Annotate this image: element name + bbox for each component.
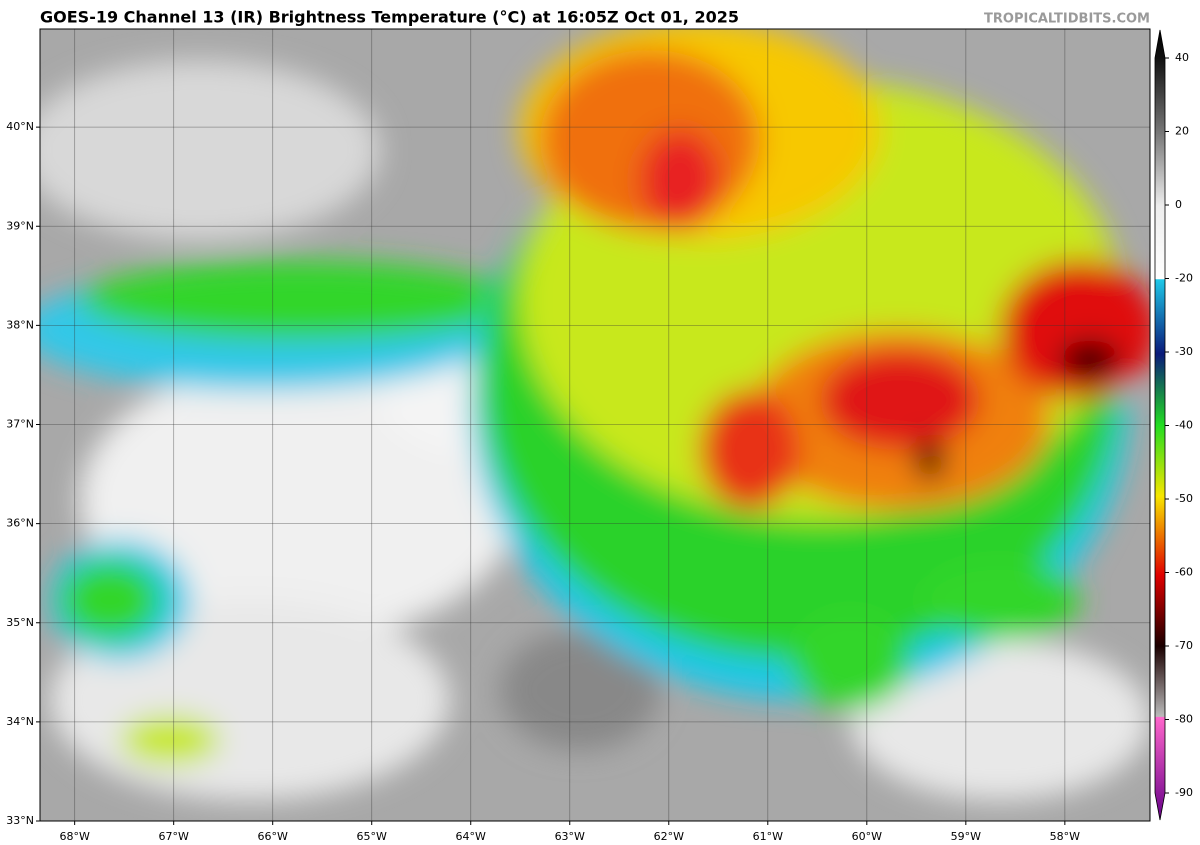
- x-tick-label: 66°W: [258, 830, 288, 843]
- y-tick-label: 34°N: [6, 715, 34, 728]
- satellite-image: [40, 29, 1150, 821]
- x-tick-label: 68°W: [59, 830, 89, 843]
- y-tick-label: 40°N: [6, 120, 34, 133]
- y-tick-label: 36°N: [6, 517, 34, 530]
- y-tick-label: 35°N: [6, 616, 34, 629]
- colorbar-tick-label: -40: [1175, 419, 1193, 432]
- colorbar-tick-label: -50: [1175, 492, 1193, 505]
- x-tick-label: 58°W: [1050, 830, 1080, 843]
- y-tick-label: 33°N: [6, 814, 34, 827]
- x-tick-label: 60°W: [852, 830, 882, 843]
- colorbar-tick-label: -60: [1175, 566, 1193, 579]
- axes: 68°W 67°W 66°W 65°W 64°W 63°W 62°W 61°W 60°W 59°W…: [6, 120, 1080, 843]
- colorbar-tick-label: 0: [1175, 198, 1182, 211]
- x-tick-label: 59°W: [951, 830, 981, 843]
- colorbar-tick-label: -30: [1175, 345, 1193, 358]
- source: TROPICALTIDBITS.COM: [984, 12, 1150, 27]
- x-tick-label: 64°W: [456, 830, 486, 843]
- colorbar-ticks: 40 20 0 -20 -30 -40 -50 -60 -70 -80 -90: [1165, 51, 1193, 799]
- colorbar-scale: [1154, 29, 1166, 821]
- x-tick-label: 65°W: [357, 830, 387, 843]
- colorbar-tick-label: 20: [1175, 125, 1189, 138]
- x-tick-label: 62°W: [654, 830, 684, 843]
- y-tick-label: 39°N: [6, 219, 34, 232]
- x-tick-label: 63°W: [555, 830, 585, 843]
- y-tick-label: 38°N: [6, 318, 34, 331]
- x-tick-label: 67°W: [158, 830, 188, 843]
- title: GOES-19 Channel 13 (IR) Brightness Tempe…: [40, 8, 739, 27]
- colorbar-tick-label: -20: [1175, 272, 1193, 285]
- colorbar: [1154, 29, 1166, 821]
- y-tick-label: 37°N: [6, 418, 34, 431]
- x-tick-label: 61°W: [753, 830, 783, 843]
- colorbar-tick-label: 40: [1175, 51, 1189, 64]
- colorbar-tick-label: -90: [1175, 786, 1193, 799]
- colorbar-tick-label: -80: [1175, 713, 1193, 726]
- colorbar-tick-label: -70: [1175, 639, 1193, 652]
